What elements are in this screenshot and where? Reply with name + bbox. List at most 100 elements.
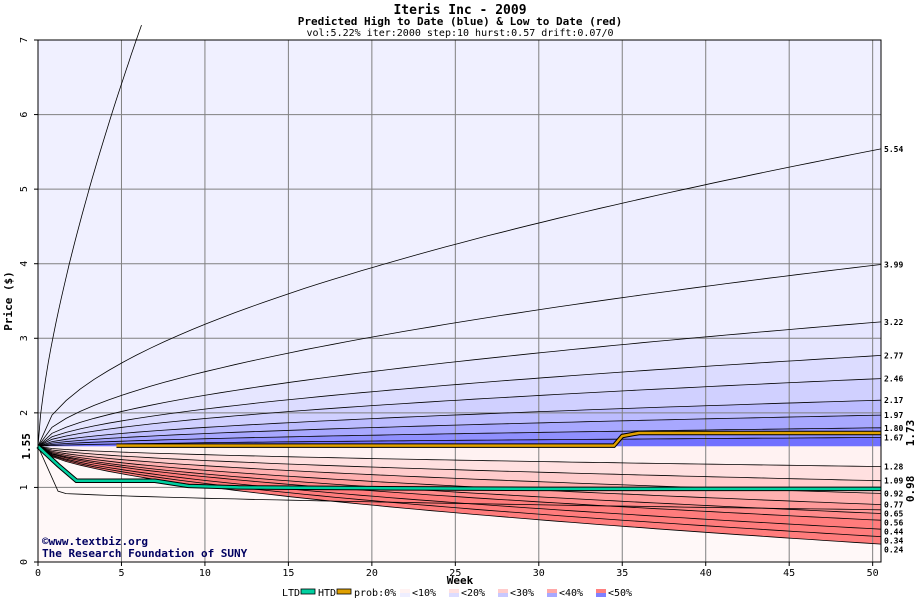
extreme-high-curve bbox=[37, 24, 142, 447]
legend-bin-swatch-low-4 bbox=[596, 589, 606, 593]
right-label-1.28: 1.28 bbox=[884, 463, 903, 472]
quantile-curve-8 bbox=[37, 148, 882, 447]
high-band-3 bbox=[38, 415, 881, 447]
right-label-1.97: 1.97 bbox=[884, 411, 903, 420]
low-band-6 bbox=[38, 446, 881, 521]
legend-ltd-swatch bbox=[300, 588, 316, 595]
legend-prob-label: prob:0% bbox=[354, 588, 396, 599]
quantile-curve-5 bbox=[37, 355, 882, 447]
right-label-2.46: 2.46 bbox=[884, 375, 903, 384]
start-price-label: 1.55 bbox=[20, 433, 33, 460]
legend-bin-swatch-high-3 bbox=[547, 593, 557, 597]
right-label-0.34: 0.34 bbox=[884, 537, 903, 546]
right-label-0.56: 0.56 bbox=[884, 519, 903, 528]
x-tick-label-25: 25 bbox=[449, 568, 461, 579]
right-label-0.77: 0.77 bbox=[884, 501, 903, 510]
right-label-0.65: 0.65 bbox=[884, 510, 903, 519]
quantile-curve-4 bbox=[37, 378, 882, 447]
y-axis-label: Price ($) bbox=[2, 271, 15, 331]
y-tick-label-5: 5 bbox=[19, 186, 30, 192]
legend-bin-swatch-low-1 bbox=[449, 589, 459, 593]
high-band-8 bbox=[38, 264, 881, 447]
legend-bin-label-4: <50% bbox=[608, 588, 632, 599]
quantile-curve-10 bbox=[37, 446, 882, 482]
quantile-curve-7 bbox=[37, 264, 882, 447]
legend-htd-label: HTD bbox=[318, 588, 336, 599]
legend-bin-swatch-low-3 bbox=[547, 589, 557, 593]
right-label-1.67: 1.67 bbox=[884, 434, 903, 443]
low-band-9 bbox=[38, 446, 881, 545]
plot-frame bbox=[37, 39, 882, 563]
chart-title: Iteris Inc - 2009 bbox=[393, 3, 526, 18]
x-tick-label-10: 10 bbox=[199, 568, 211, 579]
watermark-org: The Research Foundation of SUNY bbox=[42, 547, 248, 560]
y-tick-label-2: 2 bbox=[19, 410, 30, 416]
htd-line bbox=[116, 431, 881, 447]
high-band-4 bbox=[38, 400, 881, 447]
low-band-1 bbox=[38, 446, 881, 467]
outer-low-band bbox=[38, 446, 881, 562]
high-band-9 bbox=[38, 148, 881, 447]
ltd-line bbox=[37, 445, 881, 491]
legend-htd-swatch bbox=[336, 588, 352, 595]
right-label-5.54: 5.54 bbox=[884, 145, 903, 154]
quantile-curve-16 bbox=[37, 446, 882, 537]
y-tick-label-1: 1 bbox=[19, 484, 30, 490]
legend-bin-swatch-low-0 bbox=[400, 589, 410, 593]
x-axis-label: Week bbox=[447, 574, 474, 587]
quantile-curve-1 bbox=[37, 427, 882, 447]
high-band-6 bbox=[38, 355, 881, 447]
x-tick-label-40: 40 bbox=[700, 568, 712, 579]
legend-bin-swatch-high-0 bbox=[400, 593, 410, 597]
quantile-curve-6 bbox=[37, 321, 882, 447]
legend: LTD HTD prob:0% <10% <20% <30% <40% <50% bbox=[282, 588, 632, 599]
x-tick-label-20: 20 bbox=[366, 568, 378, 579]
right-label-2.17: 2.17 bbox=[884, 396, 903, 405]
legend-bin-swatch-low-2 bbox=[498, 589, 508, 593]
right-label-0.44: 0.44 bbox=[884, 528, 903, 537]
legend-bin-swatch-high-2 bbox=[498, 593, 508, 597]
right-label-0.92: 0.92 bbox=[884, 489, 903, 498]
low-band-8 bbox=[38, 446, 881, 537]
legend-bin-label-0: <10% bbox=[412, 588, 436, 599]
quantile-curve-13 bbox=[37, 446, 882, 514]
right-label-1.80: 1.80 bbox=[884, 424, 903, 433]
legend-bin-label-1: <20% bbox=[461, 588, 485, 599]
legend-ltd-label: LTD bbox=[282, 588, 300, 599]
right-label-3.99: 3.99 bbox=[884, 261, 903, 270]
quantile-curve-14 bbox=[37, 446, 882, 521]
price-series bbox=[36, 430, 881, 492]
quantile-curve-9 bbox=[37, 446, 882, 467]
right-label-0.24: 0.24 bbox=[884, 546, 903, 555]
right-label-2.77: 2.77 bbox=[884, 351, 903, 360]
x-tick-label-0: 0 bbox=[35, 568, 41, 579]
low-band-5 bbox=[38, 446, 881, 514]
y-tick-label-7: 7 bbox=[19, 37, 30, 43]
low-band-2 bbox=[38, 446, 881, 481]
y-tick-label-3: 3 bbox=[19, 335, 30, 341]
low-band-7 bbox=[38, 446, 881, 530]
x-tick-label-45: 45 bbox=[783, 568, 795, 579]
quantile-curve-0 bbox=[37, 437, 881, 447]
y-tick-label-0: 0 bbox=[19, 559, 30, 565]
legend-bin-swatch-high-1 bbox=[449, 593, 459, 597]
x-tick-label-35: 35 bbox=[616, 568, 628, 579]
legend-bin-swatch-high-4 bbox=[596, 593, 606, 597]
x-tick-label-5: 5 bbox=[118, 568, 124, 579]
x-tick-label-50: 50 bbox=[867, 568, 879, 579]
chart-subtitle: Predicted High to Date (blue) & Low to D… bbox=[298, 15, 623, 28]
htd-end-label: 1.73 bbox=[904, 420, 917, 447]
chart-params: vol:5.22% iter:2000 step:10 hurst:0.57 d… bbox=[306, 28, 613, 39]
x-tick-label-30: 30 bbox=[533, 568, 545, 579]
y-tick-label-6: 6 bbox=[19, 112, 30, 118]
right-label-1.09: 1.09 bbox=[884, 477, 903, 486]
watermark-url: ©www.textbiz.org bbox=[42, 535, 148, 548]
x-tick-label-15: 15 bbox=[282, 568, 294, 579]
y-tick-label-4: 4 bbox=[19, 261, 30, 267]
legend-bin-label-2: <30% bbox=[510, 588, 534, 599]
extreme-low-curve bbox=[37, 446, 882, 511]
ltd-end-label: 0.98 bbox=[904, 476, 917, 503]
quantile-curve-2 bbox=[37, 414, 882, 447]
